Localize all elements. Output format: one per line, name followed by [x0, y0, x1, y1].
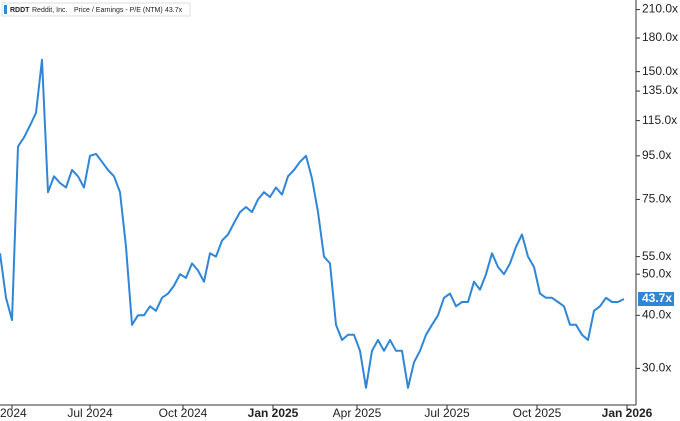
- y-tick-label: 30.0x: [642, 361, 671, 375]
- y-tick-label: 210.0x: [642, 2, 678, 16]
- last-value-label: 43.7x: [642, 291, 672, 305]
- y-tick-label: 115.0x: [642, 113, 677, 127]
- y-tick-label: 75.0x: [642, 192, 671, 206]
- legend: RDDT Reddit, Inc. Price / Earnings - P/E…: [1, 2, 191, 17]
- x-tick-label: Jul 2025: [424, 406, 470, 420]
- y-tick-label: 150.0x: [642, 64, 678, 78]
- line: [0, 58, 625, 389]
- x-tick-label: 2024: [0, 406, 27, 420]
- y-tick-label: 40.0x: [642, 308, 671, 322]
- x-tick-label: Jan 2025: [248, 406, 299, 420]
- legend-box: [1, 2, 191, 17]
- legend-series: Price / Earnings - P/E (NTM): [74, 7, 163, 14]
- x-tick-label: Apr 2025: [333, 406, 382, 420]
- x-tick-label: Oct 2024: [159, 406, 208, 420]
- y-tick-label: 55.0x: [642, 249, 671, 263]
- last-value-box: [638, 292, 674, 307]
- legend-company: Reddit, Inc.: [32, 7, 67, 14]
- x-tick-label: Jul 2024: [67, 406, 113, 420]
- x-tick-label: Oct 2025: [513, 406, 562, 420]
- legend-value: 43.7x: [165, 7, 183, 14]
- y-tick-label: 95.0x: [642, 148, 671, 162]
- y-tick-label: 180.0x: [642, 30, 678, 44]
- legend-swatch: [4, 5, 7, 14]
- x-tick-label: Jan 2026: [602, 406, 653, 420]
- y-tick-label: 50.0x: [642, 266, 671, 280]
- legend-ticker: RDDT: [10, 7, 30, 14]
- y-tick-label: 135.0x: [642, 83, 678, 97]
